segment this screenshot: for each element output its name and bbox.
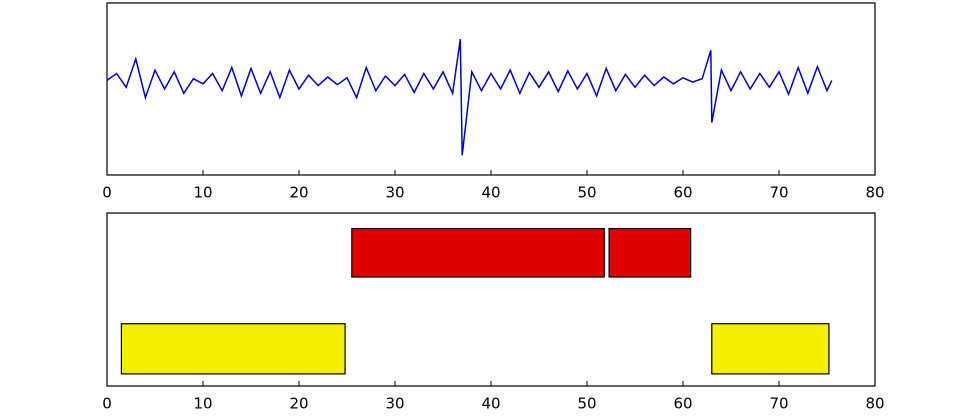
bar (711, 323, 830, 375)
signal-line (106, 38, 833, 156)
x-tick-label: 80 (865, 184, 884, 202)
plot-area (106, 2, 876, 176)
x-tick-label: 20 (289, 184, 308, 202)
x-tick-label: 30 (385, 184, 404, 202)
x-tick-label: 10 (193, 184, 212, 202)
x-tick-label: 0 (102, 395, 112, 413)
bar (351, 227, 605, 278)
bar (608, 227, 692, 278)
x-tick-label: 50 (577, 395, 596, 413)
x-tick-label: 70 (769, 184, 788, 202)
x-tick-label: 0 (102, 184, 112, 202)
x-tick-label: 60 (673, 395, 692, 413)
x-tick-label: 60 (673, 184, 692, 202)
x-tick-label: 70 (769, 395, 788, 413)
x-tick-label: 50 (577, 184, 596, 202)
x-tick-label: 80 (865, 395, 884, 413)
x-tick-label: 40 (481, 395, 500, 413)
x-tick-label: 30 (385, 395, 404, 413)
x-tick-label: 20 (289, 395, 308, 413)
x-tick-label: 10 (193, 395, 212, 413)
x-tick-label: 40 (481, 184, 500, 202)
bar (120, 323, 346, 375)
